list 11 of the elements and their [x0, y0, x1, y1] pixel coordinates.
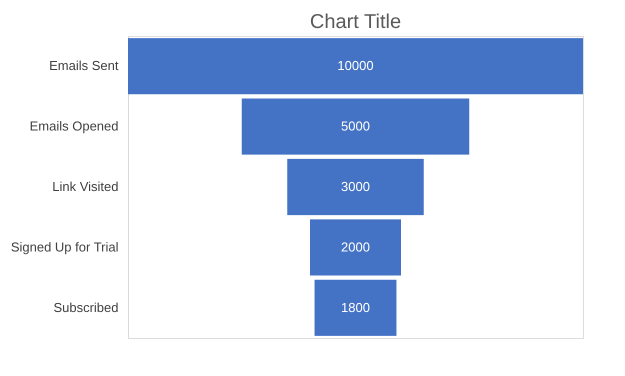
text: Chart Title — [310, 11, 402, 33]
category-label: Link Visited — [52, 179, 118, 194]
data-label: 3000 — [341, 179, 370, 194]
data-label: 10000 — [337, 58, 374, 74]
category-label: Subscribed — [53, 300, 118, 315]
data-label: 1800 — [341, 300, 370, 315]
data-label: 2000 — [341, 239, 370, 254]
data-label: 5000 — [341, 118, 370, 134]
category-label: Signed Up for Trial — [10, 239, 119, 254]
category-label: Emails Sent — [49, 58, 119, 74]
category-label: Emails Opened — [30, 118, 118, 134]
